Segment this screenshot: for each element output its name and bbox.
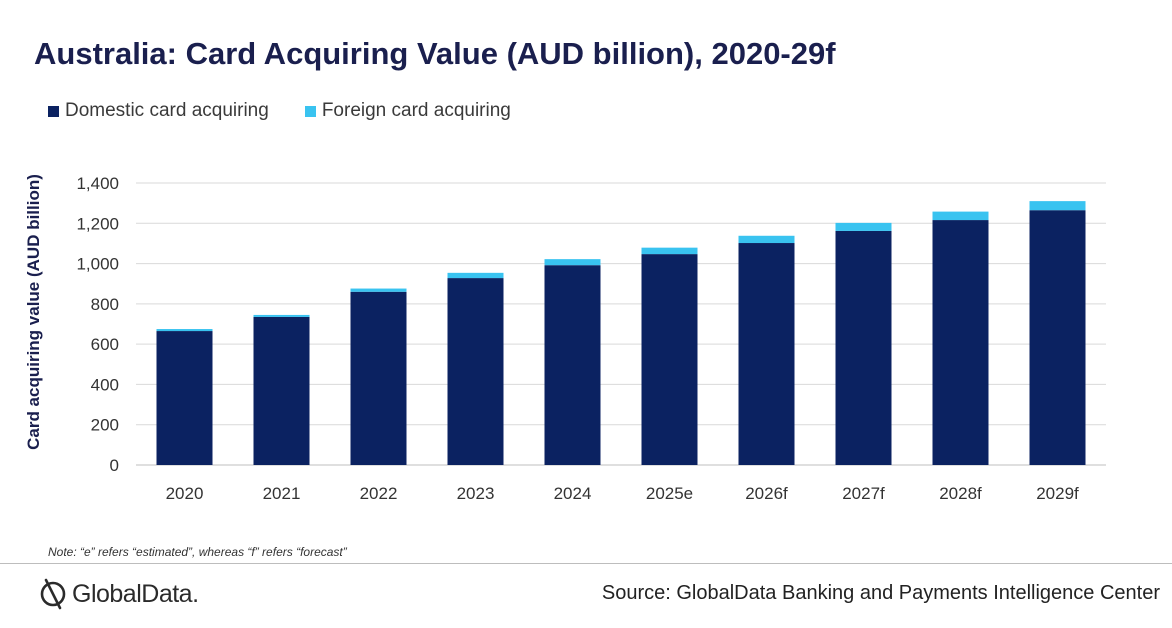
bar-foreign — [544, 259, 601, 266]
x-tick-label: 2028f — [939, 484, 982, 503]
y-tick-label: 200 — [91, 416, 119, 435]
legend-swatch-domestic — [48, 105, 59, 117]
globaldata-logo: GlobalData. — [40, 577, 199, 611]
bar-foreign — [350, 288, 407, 292]
legend-item-domestic: Domestic card acquiring — [48, 100, 269, 122]
legend-label-foreign: Foreign card acquiring — [321, 100, 511, 121]
bar-foreign — [156, 329, 213, 332]
bar-domestic — [641, 254, 698, 465]
y-tick-label: 1,200 — [76, 214, 119, 233]
bar-foreign — [447, 272, 504, 279]
bar-foreign — [932, 211, 989, 221]
x-tick-label: 2021 — [263, 484, 301, 503]
footnote: Note: “e” refers “estimated”, whereas “f… — [48, 545, 347, 559]
y-tick-label: 600 — [91, 335, 119, 354]
legend-swatch-foreign — [304, 105, 316, 117]
bar-domestic — [835, 230, 892, 465]
globaldata-logo-icon — [40, 578, 66, 610]
x-tick-label: 2023 — [457, 484, 495, 503]
bar-foreign — [738, 235, 795, 244]
bar-chart: 0 200 400 600 800 1,000 1,200 1,400 Card acquiri… — [24, 174, 1106, 503]
y-tick-label: 400 — [91, 375, 119, 394]
bar-foreign — [641, 247, 698, 255]
bar-domestic — [932, 220, 989, 465]
chart-legend: Domestic card acquiring Foreign card acq… — [48, 100, 547, 122]
y-tick-label: 1,400 — [76, 174, 119, 193]
bar-foreign — [835, 222, 892, 231]
bar-foreign — [253, 314, 310, 317]
logo-text: GlobalData. — [72, 579, 199, 608]
bar-domestic — [544, 265, 601, 465]
bar-domestic — [447, 278, 504, 465]
bar-domestic — [253, 316, 310, 465]
legend-label-domestic: Domestic card acquiring — [65, 100, 269, 121]
footer-divider — [0, 563, 1172, 564]
bar-domestic — [1029, 210, 1086, 465]
chart-title: Australia: Card Acquiring Value (AUD bil… — [34, 36, 836, 71]
x-tick-label: 2026f — [745, 484, 788, 503]
x-tick-label: 2029f — [1036, 484, 1079, 503]
x-tick-label: 2025e — [646, 484, 693, 503]
bar-domestic — [156, 331, 213, 465]
bar-domestic — [350, 291, 407, 465]
x-tick-label: 2022 — [360, 484, 398, 503]
legend-item-foreign: Foreign card acquiring — [304, 100, 511, 122]
y-tick-label: 800 — [91, 295, 119, 314]
bar-domestic — [738, 243, 795, 465]
x-tick-label: 2027f — [842, 484, 885, 503]
x-tick-label: 2024 — [554, 484, 592, 503]
y-tick-label: 0 — [110, 456, 119, 475]
y-axis-label: Card acquiring value (AUD billion) — [24, 174, 43, 450]
x-tick-label: 2020 — [166, 484, 204, 503]
y-tick-label: 1,000 — [76, 255, 119, 274]
source-text: Source: GlobalData Banking and Payments … — [601, 582, 1160, 604]
bar-foreign — [1029, 201, 1086, 211]
